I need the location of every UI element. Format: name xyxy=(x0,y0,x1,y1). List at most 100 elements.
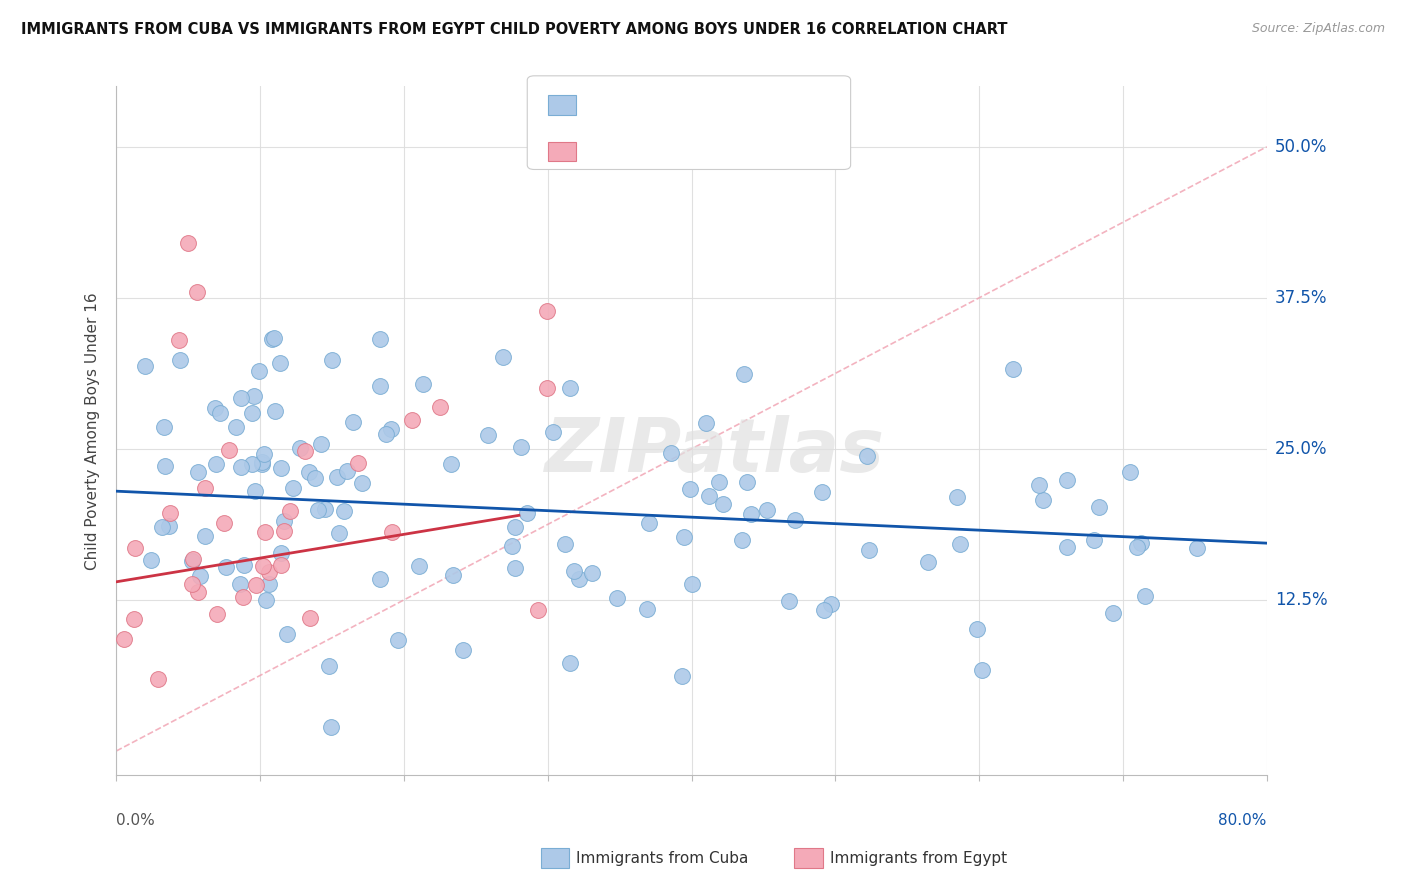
Point xyxy=(636,602,658,616)
Point xyxy=(253,447,276,461)
Text: N =: N = xyxy=(685,98,728,112)
Point xyxy=(606,591,628,606)
Point xyxy=(218,442,240,457)
Point xyxy=(231,391,253,405)
Point xyxy=(243,389,266,403)
Text: N =: N = xyxy=(685,145,728,159)
Point xyxy=(429,400,451,414)
Point xyxy=(346,456,368,470)
Point xyxy=(229,460,252,475)
Text: 25.0%: 25.0% xyxy=(1275,440,1327,458)
Point xyxy=(401,413,423,427)
Point xyxy=(1087,500,1109,515)
Point xyxy=(314,502,336,516)
Point xyxy=(247,364,270,378)
Text: R =: R = xyxy=(588,145,621,159)
Point xyxy=(440,457,463,471)
Point xyxy=(263,331,285,345)
Point xyxy=(333,504,356,518)
Point xyxy=(294,444,316,458)
Point xyxy=(516,506,538,520)
Point xyxy=(368,332,391,346)
Point xyxy=(180,554,202,568)
Point xyxy=(270,558,292,573)
Point xyxy=(1032,493,1054,508)
Text: -0.181: -0.181 xyxy=(626,98,675,112)
Text: 0.140: 0.140 xyxy=(626,145,669,159)
Point xyxy=(326,469,349,483)
Point xyxy=(501,539,523,553)
Point xyxy=(304,471,326,485)
Point xyxy=(733,367,755,381)
Point xyxy=(186,285,208,299)
Point xyxy=(1001,362,1024,376)
Point xyxy=(1126,540,1149,554)
Text: R =: R = xyxy=(588,98,621,112)
Point xyxy=(186,585,208,599)
Point xyxy=(194,482,217,496)
Point xyxy=(1185,541,1208,555)
Point xyxy=(740,507,762,521)
Point xyxy=(949,537,972,551)
Point xyxy=(254,525,277,540)
Point xyxy=(153,458,176,473)
Point xyxy=(157,519,180,533)
Point xyxy=(707,475,730,489)
Text: 12.5%: 12.5% xyxy=(1275,591,1327,609)
Text: 32: 32 xyxy=(744,145,763,159)
Point xyxy=(124,541,146,556)
Point xyxy=(283,481,305,495)
Point xyxy=(177,236,200,251)
Text: Immigrants from Cuba: Immigrants from Cuba xyxy=(576,851,749,865)
Point xyxy=(554,536,576,550)
Point xyxy=(1083,533,1105,548)
Text: 80.0%: 80.0% xyxy=(1219,813,1267,828)
Point xyxy=(755,502,778,516)
Point xyxy=(567,572,589,586)
Text: IMMIGRANTS FROM CUBA VS IMMIGRANTS FROM EGYPT CHILD POVERTY AMONG BOYS UNDER 16 : IMMIGRANTS FROM CUBA VS IMMIGRANTS FROM … xyxy=(21,22,1008,37)
Point xyxy=(737,475,759,489)
Point xyxy=(245,483,267,498)
Point xyxy=(1130,536,1153,550)
Point xyxy=(263,404,285,418)
Point xyxy=(208,406,231,420)
Point xyxy=(917,555,939,569)
Point xyxy=(278,504,301,518)
Point xyxy=(1056,473,1078,487)
Point xyxy=(307,503,329,517)
Point xyxy=(785,513,807,527)
Point xyxy=(134,359,156,373)
Point xyxy=(350,476,373,491)
Point xyxy=(181,576,204,591)
Text: 0.0%: 0.0% xyxy=(117,813,155,828)
Point xyxy=(215,560,238,574)
Point xyxy=(536,382,558,396)
Y-axis label: Child Poverty Among Boys Under 16: Child Poverty Among Boys Under 16 xyxy=(86,292,100,570)
Point xyxy=(581,566,603,581)
Point xyxy=(441,568,464,582)
Point xyxy=(225,420,247,434)
Text: 50.0%: 50.0% xyxy=(1275,137,1327,156)
Point xyxy=(697,489,720,503)
Point xyxy=(204,401,226,415)
Point xyxy=(1056,540,1078,554)
Point xyxy=(269,356,291,370)
Point xyxy=(813,603,835,617)
Point xyxy=(232,590,254,604)
Point xyxy=(148,672,170,686)
Point xyxy=(679,482,702,496)
Point xyxy=(408,558,430,573)
Point xyxy=(671,668,693,682)
Point xyxy=(167,333,190,347)
Point xyxy=(375,426,398,441)
Point xyxy=(254,593,277,607)
Text: Source: ZipAtlas.com: Source: ZipAtlas.com xyxy=(1251,22,1385,36)
Point xyxy=(966,622,988,636)
Point xyxy=(858,543,880,558)
Point xyxy=(205,458,228,472)
Point xyxy=(309,437,332,451)
Point xyxy=(240,457,263,471)
Point xyxy=(336,464,359,478)
Point xyxy=(855,449,877,463)
Point xyxy=(541,425,564,439)
